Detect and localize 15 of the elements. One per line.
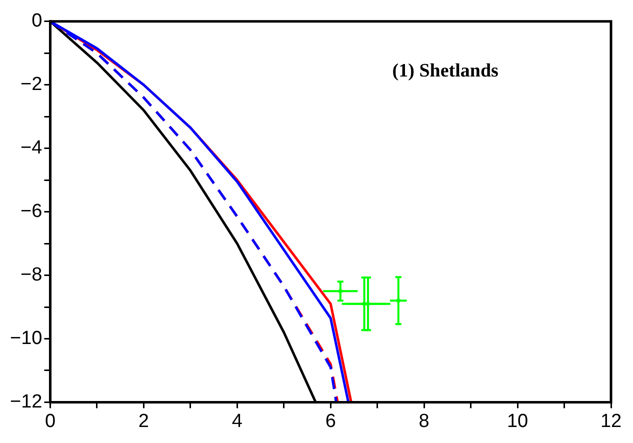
- x-tick-label: 2: [138, 410, 149, 432]
- y-tick-label: −4: [20, 138, 43, 159]
- y-tick-label: −6: [20, 201, 42, 222]
- x-tick-label: 6: [325, 410, 336, 432]
- y-tick-label: −8: [20, 264, 42, 286]
- y-tick-label: −10: [10, 328, 42, 349]
- x-tick-label: 8: [418, 410, 430, 432]
- x-tick-label: 10: [506, 410, 528, 432]
- annotation: (1) Shetlands: [392, 60, 498, 82]
- x-tick-label: 12: [600, 410, 622, 432]
- y-tick-label: −12: [10, 391, 42, 412]
- y-tick-label: 0: [32, 10, 42, 32]
- x-tick-label: 0: [44, 410, 56, 432]
- y-tick-label: −2: [20, 74, 42, 96]
- x-tick-label: 4: [232, 410, 243, 432]
